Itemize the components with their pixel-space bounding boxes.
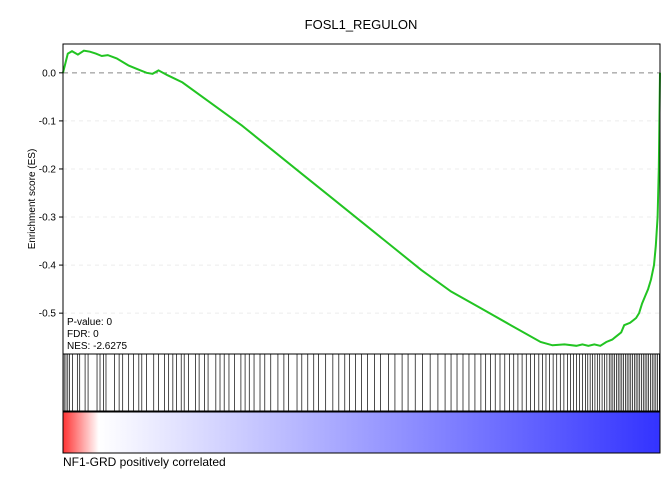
fdr-label: FDR: 0	[67, 329, 99, 340]
footer-label: NF1-GRD positively correlated	[63, 455, 226, 469]
gradient-panel-frame	[62, 411, 661, 454]
hits-panel-frame	[62, 353, 661, 412]
es-line	[62, 49, 661, 347]
es-panel-frame	[62, 43, 661, 355]
rank-gradient-bar	[63, 412, 660, 453]
y-tick-label: -0.5	[39, 309, 57, 320]
hit-markers	[63, 354, 660, 411]
y-axis-label: Enrichment score (ES)	[27, 149, 38, 250]
y-tick-label: -0.2	[39, 164, 57, 175]
chart-title: FOSL1_REGULON	[305, 17, 418, 32]
y-tick-label: -0.3	[39, 213, 57, 224]
pvalue-label: P-value: 0	[67, 317, 112, 328]
y-tick-label: -0.4	[39, 261, 57, 272]
y-axis-ticks: 0.0 -0.1 -0.2 -0.3 -0.4 -0.5	[39, 68, 63, 320]
nes-label: NES: -2.6275	[67, 341, 127, 352]
y-tick-label: -0.1	[39, 116, 57, 127]
y-tick-label: 0.0	[42, 68, 56, 79]
grid-lines	[63, 120, 660, 314]
